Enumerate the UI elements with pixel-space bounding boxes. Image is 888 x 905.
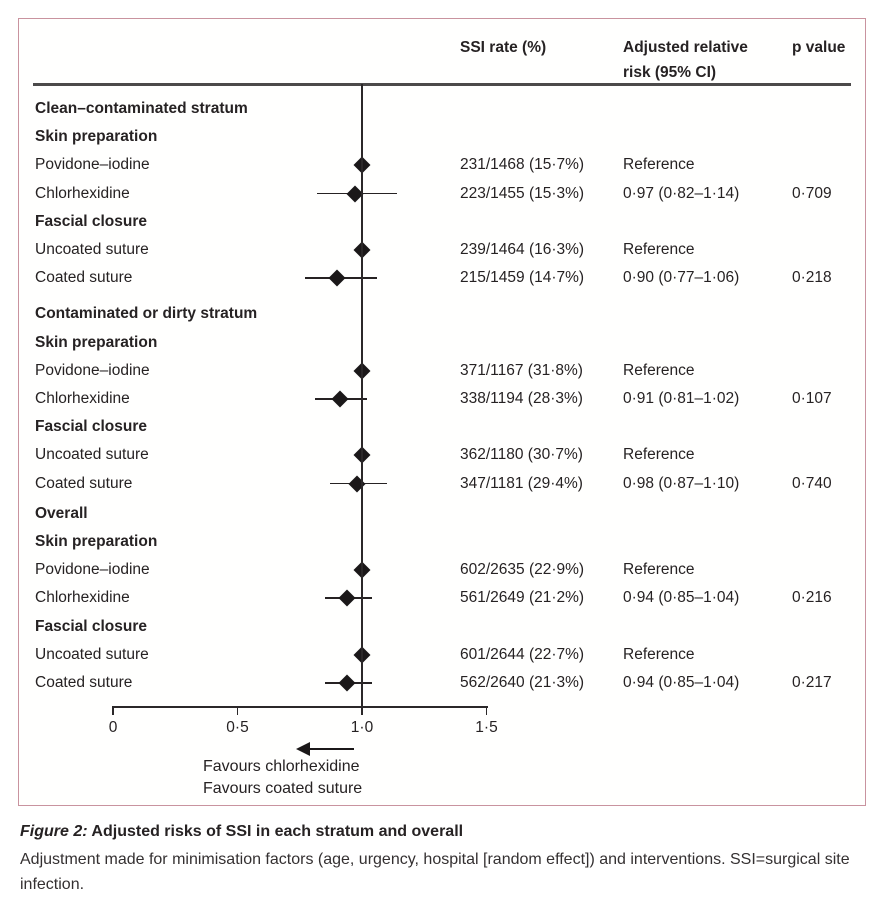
left-arrow-icon: [296, 742, 310, 756]
axis-tick: [485, 706, 488, 715]
relative-risk-cell: 0·94 (0·85–1·04): [623, 674, 740, 691]
axis-line: [113, 706, 488, 708]
column-header-p-value: p value: [792, 39, 846, 56]
axis-tick: [112, 706, 114, 715]
row-label: Uncoated suture: [35, 241, 149, 258]
axis-tick: [361, 706, 363, 715]
stratum-heading: Skin preparation: [35, 533, 158, 550]
axis-tick: [236, 706, 239, 715]
column-header-ssi-rate: SSI rate (%): [460, 39, 547, 56]
stratum-heading: Skin preparation: [35, 333, 158, 351]
row-label: Coated suture: [35, 674, 133, 691]
axis-tick-label: 0·5: [226, 719, 249, 736]
row-label: Uncoated suture: [35, 446, 149, 464]
favours-coated-suture-label: Favours coated suture: [203, 780, 363, 797]
ssi-rate-cell: 561/2649 (21·2%): [460, 589, 585, 607]
header-rule: [33, 83, 851, 86]
stratum-heading: Clean–contaminated stratum: [35, 100, 248, 117]
stratum-heading: Overall: [35, 504, 88, 522]
axis-tick-label: 0: [108, 719, 118, 736]
axis-tick-label: 1·0: [350, 719, 374, 736]
relative-risk-cell: 0·97 (0·82–1·14): [623, 184, 740, 202]
forest-plot-rows: Clean–contaminated stratum Skin preparati…: [19, 19, 865, 805]
p-value-cell: 0·740: [792, 474, 832, 492]
stratum-heading: Fascial closure: [35, 212, 148, 230]
figure-caption-title: Figure 2: Adjusted risks of SSI in each …: [20, 821, 463, 843]
ssi-rate-cell: 602/2635 (22·9%): [460, 561, 585, 579]
relative-risk-cell: 0·94 (0·85–1·04): [623, 589, 740, 607]
relative-risk-cell: Reference: [623, 241, 695, 258]
relative-risk-cell: Reference: [623, 361, 695, 379]
row-label: Chlorhexidine: [35, 589, 130, 607]
stratum-heading: Contaminated or dirty stratum: [35, 305, 258, 323]
stratum-heading: Skin preparation: [35, 128, 158, 146]
relative-risk-cell: 0·98 (0·87–1·10): [623, 474, 740, 492]
ssi-rate-cell: 601/2644 (22·7%): [460, 645, 585, 663]
row-label: Coated suture: [35, 474, 133, 492]
relative-risk-cell: Reference: [623, 156, 695, 174]
ssi-rate-cell: 347/1181 (29·4%): [460, 474, 583, 492]
row-label: Coated suture: [35, 269, 133, 287]
relative-risk-cell: Reference: [623, 561, 695, 579]
axis-tick-label: 1·5: [475, 719, 498, 736]
stratum-heading: Fascial closure: [35, 418, 148, 436]
left-arrow-shaft: [308, 748, 354, 750]
ssi-rate-cell: 215/1459 (14·7%): [460, 269, 585, 287]
figure-panel: SSI rate (%) Adjusted relative risk (95%…: [18, 18, 866, 806]
reference-line: [361, 84, 363, 708]
row-label: Chlorhexidine: [35, 390, 130, 407]
figure-number-label: Figure 2:: [20, 823, 88, 840]
p-value-cell: 0·218: [792, 269, 832, 287]
favours-chlorhexidine-label: Favours chlorhexidine: [203, 758, 360, 775]
ssi-rate-cell: 371/1167 (31·8%): [460, 361, 583, 379]
row-label: Uncoated suture: [35, 645, 149, 663]
x-axis: 0 0·5 1·0 1·5: [19, 19, 865, 805]
relative-risk-cell: Reference: [623, 446, 695, 464]
ssi-rate-cell: 562/2640 (21·3%): [460, 674, 585, 691]
column-header-adjusted-relative-risk: Adjusted relative risk (95% CI): [623, 39, 748, 81]
ssi-rate-cell: 231/1468 (15·7%): [460, 156, 585, 174]
stratum-heading: Fascial closure: [35, 617, 148, 635]
figure-title-text: Adjusted risks of SSI in each stratum an…: [87, 823, 464, 840]
ssi-rate-cell: 239/1464 (16·3%): [460, 241, 585, 258]
p-value-cell: 0·216: [792, 589, 832, 607]
row-label: Povidone–iodine: [35, 156, 150, 174]
figure-caption-body: Adjustment made for minimisation factors…: [20, 851, 850, 893]
p-value-cell: 0·709: [792, 184, 832, 202]
row-label: Chlorhexidine: [35, 184, 130, 202]
p-value-cell: 0·107: [792, 390, 832, 407]
row-label: Povidone–iodine: [35, 361, 150, 379]
relative-risk-cell: 0·91 (0·81–1·02): [623, 390, 740, 407]
row-label: Povidone–iodine: [35, 561, 150, 579]
relative-risk-cell: 0·90 (0·77–1·06): [623, 269, 740, 287]
ssi-rate-cell: 223/1455 (15·3%): [460, 184, 585, 202]
ssi-rate-cell: 338/1194 (28·3%): [460, 390, 583, 407]
ssi-rate-cell: 362/1180 (30·7%): [460, 446, 583, 464]
relative-risk-cell: Reference: [623, 645, 695, 663]
p-value-cell: 0·217: [792, 674, 832, 691]
